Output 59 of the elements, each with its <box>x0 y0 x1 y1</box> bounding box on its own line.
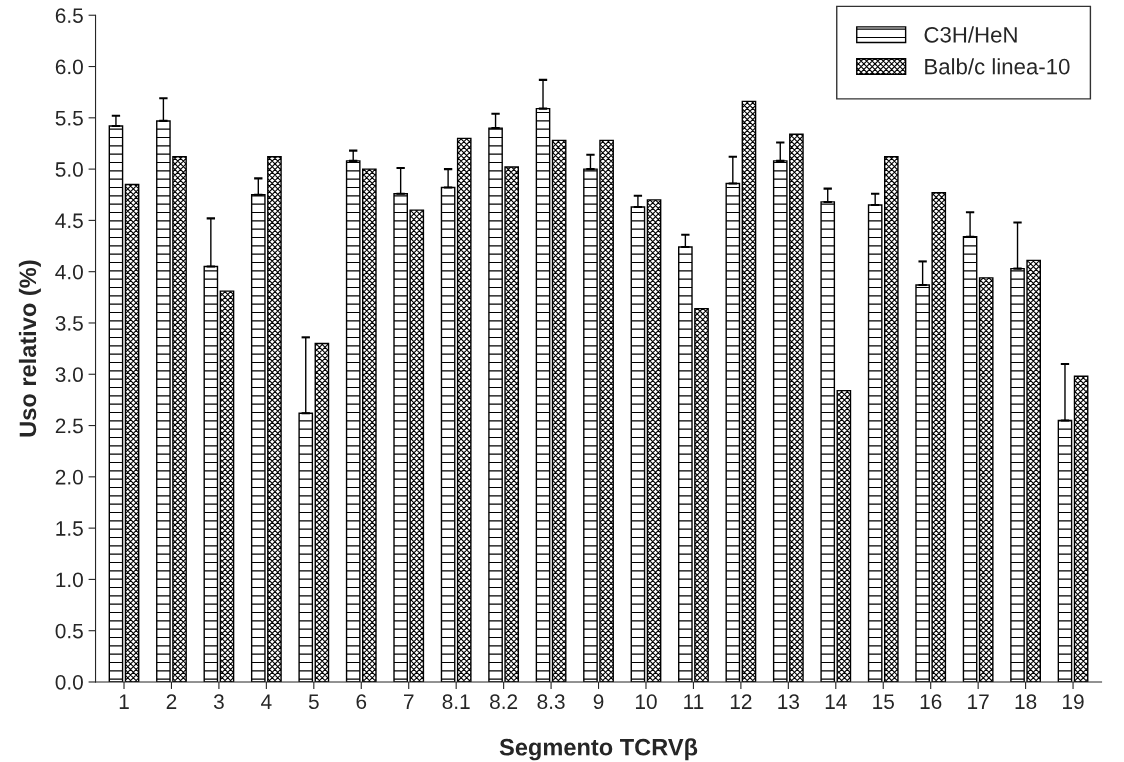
x-tick-label: 4 <box>261 694 272 709</box>
x-tick-label: 3 <box>213 694 224 710</box>
bar <box>741 100 757 682</box>
x-tick-label: 19 <box>1063 694 1084 710</box>
x-tick-label: 6 <box>356 694 367 710</box>
bar <box>314 342 330 682</box>
y-tick-label: 4.0 <box>55 264 83 280</box>
x-tick-label: 5 <box>308 694 319 710</box>
y-tick-label: 0.5 <box>55 623 83 639</box>
bar <box>298 412 314 682</box>
x-tick-label: 8.3 <box>537 694 565 710</box>
bar <box>535 107 551 682</box>
x-tick-label: 8.1 <box>442 694 470 710</box>
x-tick-label: 15 <box>873 694 894 710</box>
x-tick-label: 8.2 <box>490 694 518 710</box>
x-tick-label: 13 <box>778 694 800 710</box>
bar <box>108 125 124 682</box>
y-tick-label: 4.5 <box>55 213 83 229</box>
bar <box>646 199 662 682</box>
y-tick-label: 3.0 <box>55 367 83 383</box>
x-tick-label: 12 <box>730 694 752 709</box>
bar <box>725 182 741 682</box>
bar <box>836 389 852 682</box>
y-tick-label: 6.5 <box>55 8 83 23</box>
x-tick-label: 18 <box>1015 694 1037 710</box>
x-tick-label: 9 <box>593 694 604 710</box>
x-tick-label: 11 <box>684 694 704 709</box>
x-tick-label: 16 <box>920 694 942 710</box>
x-tick-label: 7 <box>404 694 414 709</box>
bar <box>978 277 994 682</box>
x-tick-label: 14 <box>825 694 847 709</box>
y-tick-label: 1.0 <box>56 572 83 588</box>
x-axis-title: Segmento TCRVβ <box>499 738 698 761</box>
bar <box>124 183 140 682</box>
bar <box>1073 375 1089 682</box>
x-tick-label: 17 <box>968 694 989 709</box>
bar <box>1057 419 1073 682</box>
bar <box>203 265 219 682</box>
bar <box>440 186 456 682</box>
bar <box>962 236 978 682</box>
bar <box>456 137 472 682</box>
x-tick-label: 10 <box>635 694 657 710</box>
bar <box>630 206 646 682</box>
y-tick-label: 6.0 <box>55 59 83 75</box>
legend-label: C3H/HeN <box>924 26 1017 43</box>
bar <box>219 290 235 682</box>
y-tick-label: 1.5 <box>56 521 83 536</box>
bar <box>820 201 836 682</box>
y-tick-label: 5.0 <box>55 162 83 177</box>
y-tick-label: 2.5 <box>55 418 83 434</box>
legend-label: Balb/c linea-10 <box>925 58 1070 75</box>
y-tick-label: 0.0 <box>55 674 83 690</box>
y-tick-label: 5.5 <box>55 111 83 126</box>
x-tick-label: 1 <box>119 694 129 709</box>
bar <box>551 139 567 682</box>
y-axis-title: Uso relativo (%) <box>18 260 41 437</box>
y-tick-label: 3.5 <box>55 315 83 331</box>
x-tick-label: 2 <box>166 694 177 709</box>
y-tick-label: 2.0 <box>55 469 83 485</box>
